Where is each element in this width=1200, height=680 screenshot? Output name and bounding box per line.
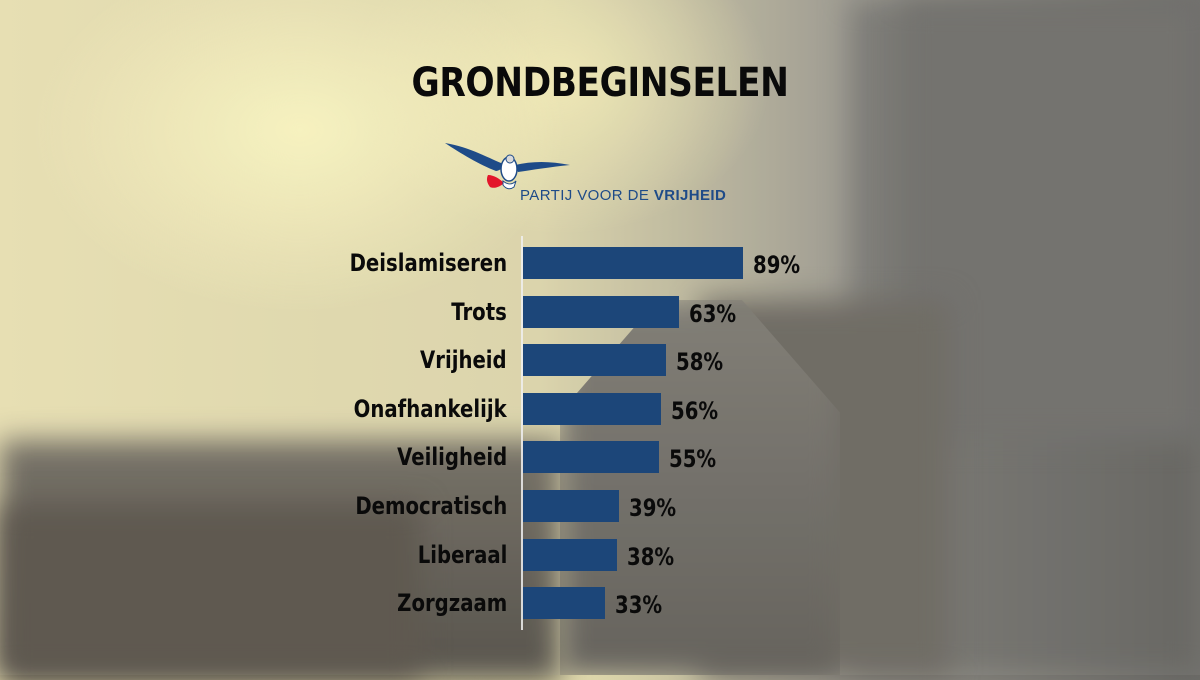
logo-red-shape <box>486 175 504 188</box>
category-label: Zorgzaam <box>396 589 507 618</box>
value-label: 33% <box>614 591 662 620</box>
logo-left-wing <box>445 143 506 171</box>
bar <box>523 490 620 522</box>
logo-text: PARTIJ VOOR DE VRIJHEID <box>520 187 727 204</box>
value-label: 63% <box>688 299 736 328</box>
background-building <box>900 0 1200 440</box>
logo-right-wing <box>515 162 570 172</box>
chart-title: GRONDBEGINSELEN <box>411 60 789 106</box>
bar <box>523 247 743 279</box>
background-building <box>0 505 420 675</box>
category-label: Democratisch <box>355 492 507 520</box>
category-label: Liberaal <box>417 540 507 569</box>
category-label: Trots <box>451 297 507 326</box>
chart-axis-line <box>521 236 523 630</box>
value-label: 56% <box>671 396 719 425</box>
value-label: 58% <box>676 348 724 377</box>
value-label: 55% <box>668 445 717 474</box>
bar <box>523 295 679 328</box>
category-label: Vrijheid <box>420 346 507 375</box>
bar <box>523 392 662 425</box>
bar <box>523 441 659 474</box>
category-label: Onafhankelijk <box>353 394 507 423</box>
value-label: 89% <box>753 251 801 279</box>
category-label: Deislamiseren <box>349 249 507 277</box>
bar <box>523 538 617 571</box>
category-label: Veiligheid <box>396 443 507 472</box>
bar <box>523 587 605 620</box>
value-label: 39% <box>629 494 677 522</box>
bar <box>523 344 667 377</box>
pvv-logo <box>445 143 570 190</box>
value-label: 38% <box>626 542 675 571</box>
